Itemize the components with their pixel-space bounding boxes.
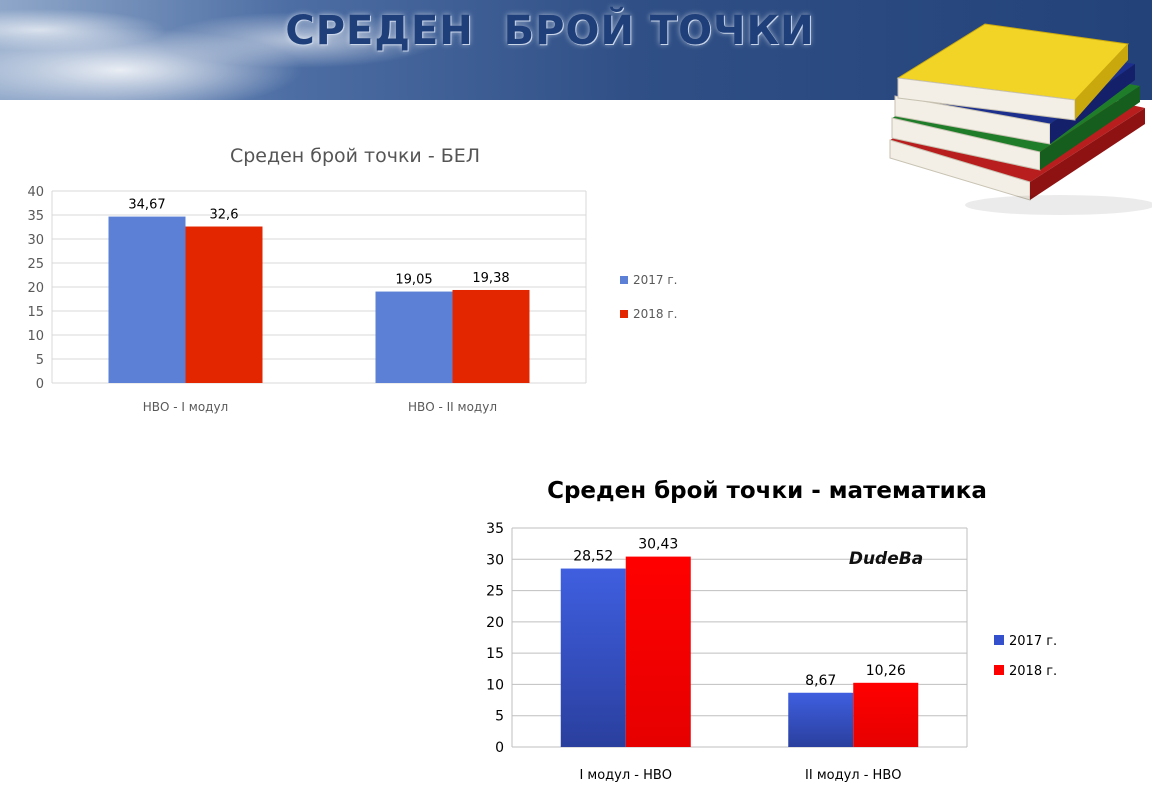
x-tick-label: НВО - I модул xyxy=(143,400,228,414)
y-tick-label: 15 xyxy=(27,305,44,320)
data-label: 28,52 xyxy=(573,549,613,565)
data-label: 32,6 xyxy=(210,208,239,223)
chart-math-y-axis: 0 5 10 15 20 25 30 35 xyxy=(486,521,504,756)
chart-math-x-axis: I модул - НВО II модул - НВО xyxy=(579,768,901,783)
data-label: 8,67 xyxy=(805,673,836,689)
y-tick-label: 25 xyxy=(27,257,44,272)
y-tick-label: 5 xyxy=(495,709,504,725)
y-tick-label: 0 xyxy=(495,740,504,756)
chart-bel-x-axis: НВО - I модул НВО - II модул xyxy=(143,400,497,414)
bar-2017-2 xyxy=(375,291,453,383)
book-yellow xyxy=(896,23,1130,121)
chart-bel-bars xyxy=(108,216,530,383)
y-tick-label: 10 xyxy=(486,677,504,693)
x-tick-label: II модул - НВО xyxy=(805,768,901,783)
chart-math-title: Среден брой точки - математика xyxy=(547,478,987,504)
data-label: 30,43 xyxy=(638,537,678,553)
y-tick-label: 35 xyxy=(486,521,504,537)
legend-label-2018: 2018 г. xyxy=(1009,664,1057,679)
bar-2018-1 xyxy=(185,226,263,383)
bar-2018-1 xyxy=(625,556,691,747)
y-tick-label: 10 xyxy=(27,329,44,344)
bar-2017-1 xyxy=(108,216,186,383)
legend-swatch-2018 xyxy=(994,665,1004,675)
chart-bel-data-labels: 34,67 32,6 19,05 19,38 xyxy=(128,198,509,288)
legend-swatch-2017 xyxy=(994,635,1004,645)
data-label: 19,38 xyxy=(472,271,509,286)
y-tick-label: 0 xyxy=(36,377,44,392)
y-tick-label: 20 xyxy=(486,615,504,631)
y-tick-label: 35 xyxy=(27,209,44,224)
legend-label-2017: 2017 г. xyxy=(633,273,677,287)
y-tick-label: 30 xyxy=(486,552,504,568)
y-tick-label: 40 xyxy=(27,185,44,200)
data-label: 19,05 xyxy=(395,273,432,288)
legend-swatch-2017 xyxy=(620,276,628,284)
bar-2017-1 xyxy=(560,568,626,747)
legend-label-2017: 2017 г. xyxy=(1009,634,1057,649)
chart-bel-legend: 2017 г. 2018 г. xyxy=(620,273,677,321)
chart-math-legend: 2017 г. 2018 г. xyxy=(994,634,1057,679)
chart-bel-y-axis: 0 5 10 15 20 25 30 35 40 xyxy=(27,185,44,392)
chart-math-data-labels: 28,52 30,43 8,67 10,26 xyxy=(573,537,906,689)
x-tick-label: НВО - II модул xyxy=(408,400,497,414)
bar-2018-2 xyxy=(853,682,919,747)
page-title: СРЕДЕН БРОЙ ТОЧКИ xyxy=(285,8,815,54)
legend-label-2018: 2018 г. xyxy=(633,307,677,321)
x-tick-label: I модул - НВО xyxy=(579,768,672,783)
chart-bel-title: Среден брой точки - БЕЛ xyxy=(230,145,480,167)
bar-2018-2 xyxy=(452,289,530,383)
legend-swatch-2018 xyxy=(620,310,628,318)
y-tick-label: 5 xyxy=(36,353,44,368)
data-label: 34,67 xyxy=(128,198,165,213)
data-label: 10,26 xyxy=(866,663,906,679)
bar-2017-2 xyxy=(788,692,854,747)
y-tick-label: 25 xyxy=(486,584,504,600)
y-tick-label: 20 xyxy=(27,281,44,296)
chart-math-bars xyxy=(560,556,919,747)
watermark-logo: DudeBa xyxy=(849,549,923,569)
y-tick-label: 30 xyxy=(27,233,44,248)
y-tick-label: 15 xyxy=(486,646,504,662)
